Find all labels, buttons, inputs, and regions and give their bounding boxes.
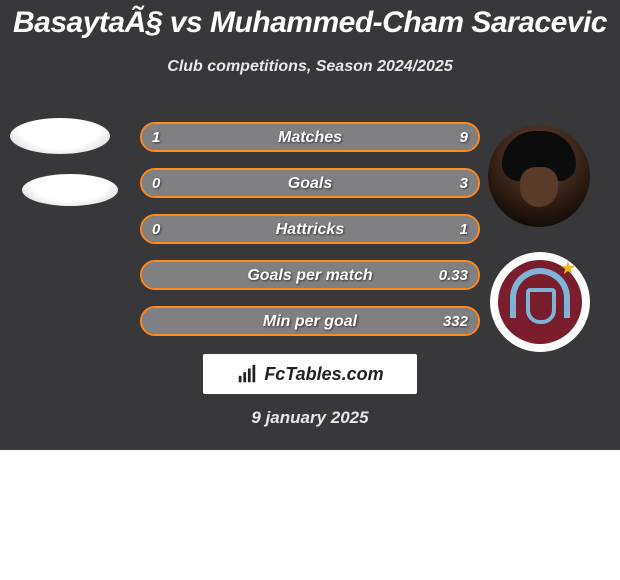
stat-label: Matches (142, 124, 478, 150)
comparison-card: BasaytaÃ§ vs Muhammed-Cham Saracevic Clu… (0, 0, 620, 450)
report-date: 9 january 2025 (0, 408, 620, 428)
stat-row: 03Goals (0, 164, 620, 210)
page-subtitle: Club competitions, Season 2024/2025 (0, 58, 620, 76)
stat-row: 332Min per goal (0, 302, 620, 348)
stat-label: Goals (142, 170, 478, 196)
stat-bar: 332Min per goal (140, 306, 480, 336)
stat-row: 0.33Goals per match (0, 256, 620, 302)
stat-bar: 03Goals (140, 168, 480, 198)
stat-rows: 19Matches 03Goals 01Hattricks 0.33Goals per… (0, 118, 620, 348)
stat-row: 01Hattricks (0, 210, 620, 256)
stat-bar: 19Matches (140, 122, 480, 152)
stat-label: Min per goal (142, 308, 478, 334)
stat-row: 19Matches (0, 118, 620, 164)
stat-bar: 01Hattricks (140, 214, 480, 244)
branding-text: FcTables.com (264, 364, 383, 385)
chart-icon (236, 363, 258, 385)
page-title: BasaytaÃ§ vs Muhammed-Cham Saracevic (0, 0, 620, 40)
branding-badge[interactable]: FcTables.com (203, 354, 417, 394)
stat-label: Goals per match (142, 262, 478, 288)
stat-label: Hattricks (142, 216, 478, 242)
stat-bar: 0.33Goals per match (140, 260, 480, 290)
